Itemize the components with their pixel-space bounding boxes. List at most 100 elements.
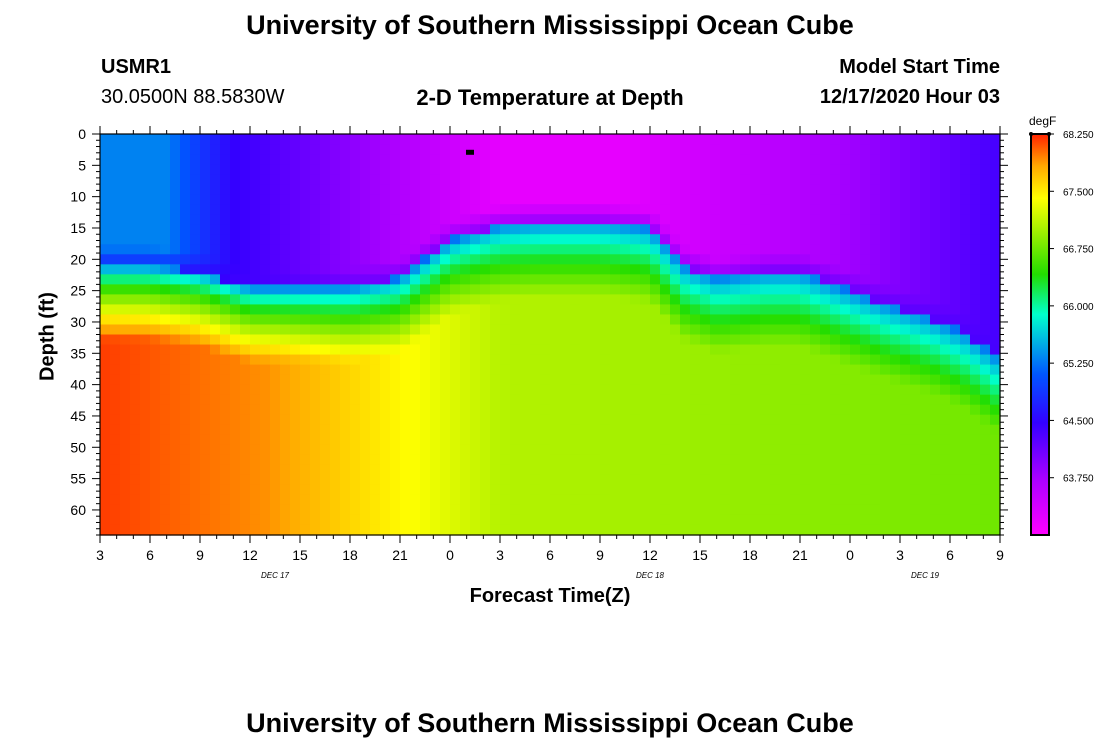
heatmap-cell — [880, 324, 891, 336]
heatmap-cell — [490, 254, 501, 265]
heatmap-cell — [430, 504, 441, 516]
heatmap-cell — [730, 474, 741, 486]
heatmap-cell — [580, 404, 591, 416]
heatmap-cell — [540, 454, 551, 466]
heatmap-cell — [170, 424, 181, 436]
heatmap-cell — [370, 174, 381, 185]
heatmap-cell — [400, 514, 411, 526]
heatmap-cell — [220, 434, 231, 446]
heatmap-cell — [760, 284, 771, 296]
heatmap-cell — [370, 154, 381, 165]
heatmap-cell — [880, 164, 891, 175]
heatmap-cell — [910, 474, 921, 486]
heatmap-cell — [650, 174, 661, 185]
heatmap-cell — [930, 354, 941, 366]
heatmap-cell — [350, 464, 361, 476]
heatmap-cell — [860, 374, 871, 386]
heatmap-cell — [740, 254, 751, 265]
heatmap-cell — [240, 524, 251, 536]
heatmap-cell — [350, 214, 361, 225]
heatmap-cell — [440, 134, 451, 145]
heatmap-cell — [950, 154, 961, 165]
heatmap-cell — [810, 374, 821, 386]
heatmap-cell — [930, 484, 941, 496]
heatmap-cell — [300, 244, 311, 255]
heatmap-cell — [250, 334, 261, 346]
heatmap-cell — [470, 414, 481, 426]
heatmap-cell — [260, 424, 271, 436]
heatmap-cell — [830, 494, 841, 506]
heatmap-cell — [200, 374, 211, 386]
heatmap-cell — [860, 494, 871, 506]
heatmap-cell — [420, 434, 431, 446]
heatmap-cell — [210, 214, 221, 225]
heatmap-cell — [650, 194, 661, 205]
heatmap-cell — [490, 324, 501, 336]
heatmap-cell — [750, 374, 761, 386]
heatmap-cell — [800, 414, 811, 426]
heatmap-cell — [210, 444, 221, 456]
heatmap-cell — [480, 244, 491, 255]
heatmap-cell — [250, 364, 261, 376]
heatmap-cell — [870, 324, 881, 336]
heatmap-cell — [300, 224, 311, 235]
heatmap-cell — [480, 364, 491, 376]
heatmap-cell — [780, 224, 791, 235]
heatmap-cell — [520, 354, 531, 366]
heatmap-cell — [150, 204, 161, 215]
heatmap-cell — [760, 224, 771, 235]
heatmap-cell — [460, 234, 471, 245]
heatmap-cell — [880, 254, 891, 265]
heatmap-cell — [490, 214, 501, 225]
heatmap-cell — [950, 174, 961, 185]
heatmap-cell — [680, 264, 691, 275]
heatmap-cell — [370, 424, 381, 436]
heatmap-cell — [890, 274, 901, 285]
heatmap-cell — [550, 274, 561, 285]
heatmap-cell — [430, 234, 441, 245]
heatmap-cell — [610, 304, 621, 316]
heatmap-cell — [470, 304, 481, 316]
heatmap-cell — [520, 384, 531, 396]
heatmap-cell — [980, 184, 991, 195]
model-start-label: Model Start Time — [839, 56, 1000, 78]
heatmap-cell — [160, 204, 171, 215]
heatmap-cell — [660, 484, 671, 496]
heatmap-cell — [490, 364, 501, 376]
heatmap-cell — [520, 294, 531, 306]
heatmap-cell — [270, 444, 281, 456]
heatmap-cell — [710, 524, 721, 536]
heatmap-cell — [170, 384, 181, 396]
heatmap-cell — [300, 144, 311, 155]
heatmap-cell — [690, 244, 701, 255]
heatmap-cell — [980, 414, 991, 426]
heatmap-cell — [190, 334, 201, 346]
heatmap-cell — [590, 234, 601, 245]
heatmap-cell — [170, 174, 181, 185]
heatmap-cell — [620, 244, 631, 255]
heatmap-cell — [410, 204, 421, 215]
heatmap-cell — [390, 464, 401, 476]
heatmap-cell — [910, 264, 921, 275]
heatmap-cell — [790, 444, 801, 456]
heatmap-cell — [350, 304, 361, 316]
x-tick-label: 9 — [596, 547, 604, 563]
heatmap-cell — [670, 434, 681, 446]
heatmap-cell — [450, 294, 461, 306]
heatmap-cell — [120, 504, 131, 516]
heatmap-cell — [980, 454, 991, 466]
heatmap-cell — [240, 484, 251, 496]
heatmap-cell — [750, 474, 761, 486]
heatmap-cell — [450, 444, 461, 456]
heatmap-cell — [130, 294, 141, 306]
heatmap-cell — [980, 134, 991, 145]
heatmap-cell — [350, 284, 361, 296]
heatmap-cell — [140, 484, 151, 496]
heatmap-cell — [900, 504, 911, 516]
heatmap-cell — [880, 134, 891, 145]
heatmap-cell — [460, 504, 471, 516]
heatmap-cell — [180, 174, 191, 185]
heatmap-cell — [190, 194, 201, 205]
heatmap-cell — [130, 414, 141, 426]
heatmap-cell — [210, 454, 221, 466]
